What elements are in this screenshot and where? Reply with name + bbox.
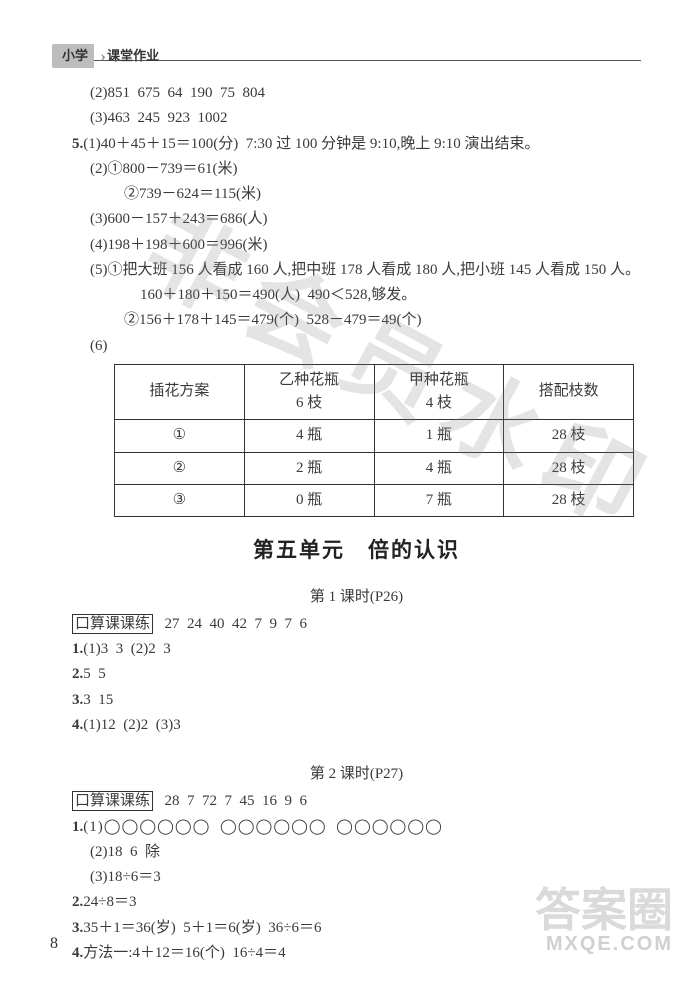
cell: 0 瓶	[244, 484, 374, 516]
circle-row: (1)◯◯◯◯◯◯ ◯◯◯◯◯◯ ◯◯◯◯◯◯	[83, 819, 443, 835]
item-number: 1.	[72, 819, 83, 835]
page-header: 小学 ›› 课堂作业	[72, 40, 641, 68]
cell: 28 枝	[504, 420, 634, 452]
lesson-title: 第 2 课时(P27)	[72, 763, 641, 786]
col-total: 搭配枝数	[504, 364, 634, 420]
header-left: 小学	[52, 44, 94, 68]
text-line: (3)600－157＋243＝686(人)	[72, 208, 641, 231]
page: 小学 ›› 课堂作业 (2)851 675 64 190 75 804 (3)4…	[0, 0, 699, 983]
item-text: (1)40＋45＋15＝100(分) 7:30 过 100 分钟是 9:10,晚…	[83, 136, 539, 152]
text-line: 160＋180＋150＝490(人) 490＜528,够发。	[72, 284, 641, 307]
plan-table: 插花方案 乙种花瓶 6 枝 甲种花瓶 4 枝 搭配枝数 ① 4 瓶 1 瓶 28…	[114, 364, 634, 517]
cell-line: 甲种花瓶	[381, 369, 498, 392]
header-right: 课堂作业	[107, 48, 159, 63]
cell-line: 乙种花瓶	[251, 369, 368, 392]
text-line: (5)①把大班 156 人看成 160 人,把中班 178 人看成 180 人,…	[72, 259, 641, 282]
text-line: 2.24÷8＝3	[72, 891, 641, 914]
table-row: ① 4 瓶 1 瓶 28 枝	[115, 420, 634, 452]
text-line: 口算课课练 27 24 40 42 7 9 7 6	[72, 613, 641, 636]
cell: 7 瓶	[374, 484, 504, 516]
item-number: 2.	[72, 894, 83, 910]
text-line: 4.(1)12 (2)2 (3)3	[72, 714, 641, 737]
text-line: (4)198＋198＋600＝996(米)	[72, 234, 641, 257]
text-line: 3.35＋1＝36(岁) 5＋1＝6(岁) 36÷6＝6	[72, 917, 641, 940]
text-line: (2)851 675 64 190 75 804	[72, 82, 641, 105]
text-line: 1.(1)3 3 (2)2 3	[72, 638, 641, 661]
table-header-row: 插花方案 乙种花瓶 6 枝 甲种花瓶 4 枝 搭配枝数	[115, 364, 634, 420]
item-text: (1)3 3 (2)2 3	[83, 641, 170, 657]
item-text: 24÷8＝3	[83, 894, 136, 910]
item-text: 方法一:4＋12＝16(个) 16÷4＝4	[83, 945, 285, 961]
text-line: (2)18 6 除	[72, 841, 641, 864]
boxed-label: 口算课课练	[72, 614, 153, 634]
item-text: 35＋1＝36(岁) 5＋1＝6(岁) 36÷6＝6	[83, 920, 321, 936]
text-line: 3.3 15	[72, 689, 641, 712]
col-vase-a: 甲种花瓶 4 枝	[374, 364, 504, 420]
text-line: (3)463 245 923 1002	[72, 107, 641, 130]
content-body: (2)851 675 64 190 75 804 (3)463 245 923 …	[72, 82, 641, 965]
item-text: 5 5	[83, 666, 106, 682]
text-line: 2.5 5	[72, 663, 641, 686]
item-number: 4.	[72, 945, 83, 961]
cell: 4 瓶	[244, 420, 374, 452]
cell: 2 瓶	[244, 452, 374, 484]
page-number: 8	[50, 932, 58, 957]
col-plan: 插花方案	[115, 364, 245, 420]
lesson-title: 第 1 课时(P26)	[72, 586, 641, 609]
text-line: (3)18÷6＝3	[72, 866, 641, 889]
text-line: (6)	[72, 335, 641, 358]
item-number: 3.	[72, 692, 83, 708]
item-number: 4.	[72, 717, 83, 733]
header-tag: 小学 ›› 课堂作业	[52, 44, 159, 69]
item-number: 2.	[72, 666, 83, 682]
text-line: 1.(1)◯◯◯◯◯◯ ◯◯◯◯◯◯ ◯◯◯◯◯◯	[72, 816, 641, 839]
cell-line: 4 枝	[381, 392, 498, 415]
table-row: ② 2 瓶 4 瓶 28 枝	[115, 452, 634, 484]
boxed-label: 口算课课练	[72, 791, 153, 811]
text-line: ②739－624＝115(米)	[72, 183, 641, 206]
cell: 4 瓶	[374, 452, 504, 484]
text-line: (2)①800－739＝61(米)	[72, 158, 641, 181]
item-number: 1.	[72, 641, 83, 657]
cell: ②	[115, 452, 245, 484]
cell-line: 6 枝	[251, 392, 368, 415]
cell: ①	[115, 420, 245, 452]
item-text: 28 7 72 7 45 16 9 6	[157, 793, 307, 809]
text-line: 5.(1)40＋45＋15＝100(分) 7:30 过 100 分钟是 9:10…	[72, 133, 641, 156]
unit-title: 第五单元 倍的认识	[72, 535, 641, 568]
table-row: ③ 0 瓶 7 瓶 28 枝	[115, 484, 634, 516]
cell: 1 瓶	[374, 420, 504, 452]
item-number: 5.	[72, 136, 83, 152]
text-line: 4.方法一:4＋12＝16(个) 16÷4＝4	[72, 942, 641, 965]
cell: 28 枝	[504, 484, 634, 516]
text-line: 口算课课练 28 7 72 7 45 16 9 6	[72, 790, 641, 813]
item-text: (1)12 (2)2 (3)3	[83, 717, 180, 733]
chevron-right-icon: ››	[100, 45, 101, 70]
item-text: 27 24 40 42 7 9 7 6	[157, 616, 307, 632]
cell: 28 枝	[504, 452, 634, 484]
item-number: 3.	[72, 920, 83, 936]
cell: ③	[115, 484, 245, 516]
text-line: ②156＋178＋145＝479(个) 528－479＝49(个)	[72, 309, 641, 332]
item-text: 3 15	[83, 692, 113, 708]
col-vase-b: 乙种花瓶 6 枝	[244, 364, 374, 420]
